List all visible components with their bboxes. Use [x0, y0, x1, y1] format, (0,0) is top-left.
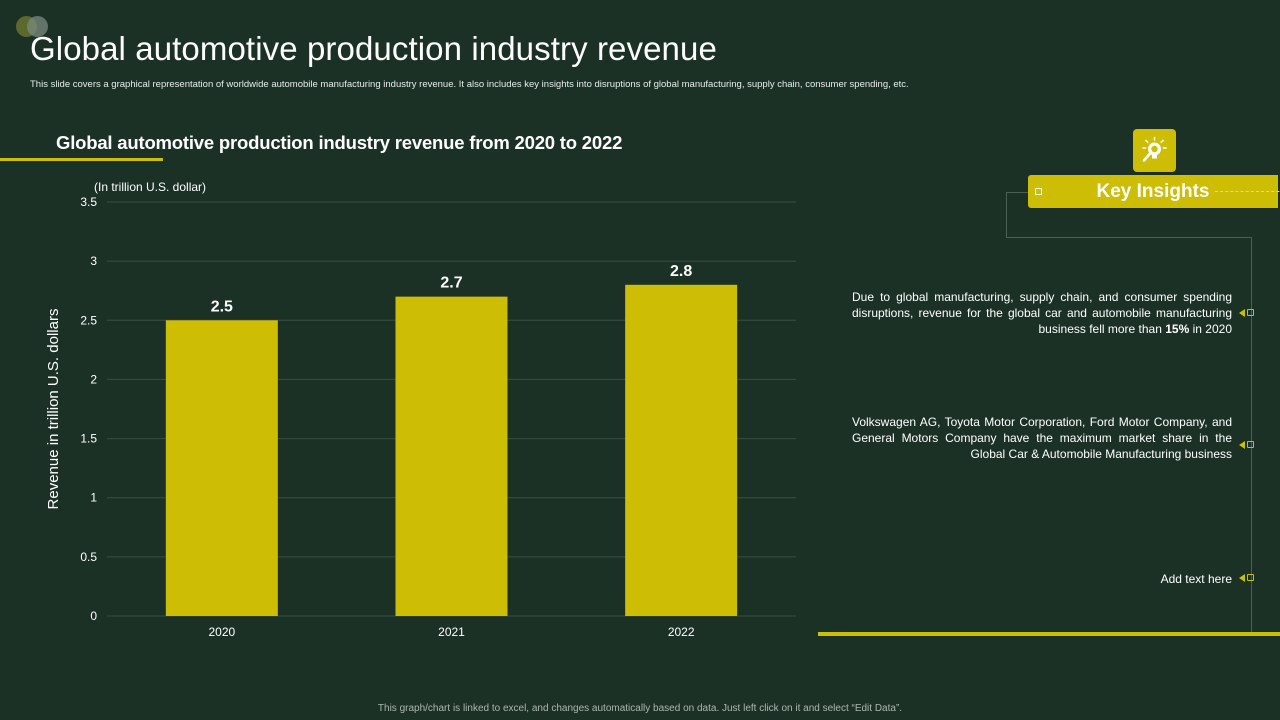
accent-bottom-bar — [818, 632, 1280, 636]
insight-1-highlight: 15% — [1165, 322, 1190, 336]
logo-circle-right — [27, 16, 48, 37]
data-label-2021: 2.7 — [440, 275, 462, 292]
insight-item-3[interactable]: Add text here — [852, 571, 1232, 587]
insight-icon-box — [1133, 129, 1176, 172]
footer-note: This graph/chart is linked to excel, and… — [377, 703, 903, 714]
insight-1-text-end: in 2020 — [1192, 322, 1232, 336]
y-axis-title: Revenue in trillion U.S. dollars — [45, 309, 62, 510]
marker-arrow-icon — [1239, 441, 1245, 449]
y-tick-label: 2.5 — [80, 313, 97, 327]
bar-2020[interactable] — [165, 320, 278, 616]
insight-2-text: Volkswagen AG, Toyota Motor Corporation,… — [852, 415, 1232, 461]
y-tick-label: 1.5 — [80, 432, 97, 446]
page-subtitle: This slide covers a graphical representa… — [30, 79, 909, 90]
x-tick-label-2021: 2021 — [438, 625, 465, 639]
data-label-2020: 2.5 — [211, 298, 233, 315]
insights-connector-horizontal — [1006, 237, 1252, 238]
y-tick-label: 3 — [90, 254, 97, 268]
x-axis-ticks: 2020 2021 2022 — [208, 625, 694, 639]
insight-3-text[interactable]: Add text here — [1160, 572, 1232, 586]
y-tick-label: 0 — [90, 609, 97, 623]
lightbulb-magnifier-icon — [1142, 136, 1167, 162]
y-tick-label: 2 — [90, 372, 97, 386]
page-title: Global automotive production industry re… — [30, 30, 717, 67]
x-tick-label-2020: 2020 — [208, 625, 235, 639]
insight-item-1: Due to global manufacturing, supply chai… — [852, 289, 1232, 337]
chart-bars[interactable] — [165, 284, 738, 616]
insights-connector-top — [1006, 192, 1028, 193]
header-dashed-line — [1215, 191, 1280, 192]
y-axis-ticks: 0 0.5 1 1.5 2 2.5 3 3.5 — [80, 195, 97, 623]
insights-rail — [1251, 237, 1252, 632]
marker-arrow-icon — [1239, 574, 1245, 582]
chart-title: Global automotive production industry re… — [56, 132, 623, 153]
y-tick-label: 3.5 — [80, 195, 97, 209]
key-insights-header: Key Insights — [1028, 175, 1280, 208]
marker-arrow-icon — [1239, 309, 1245, 317]
insights-connector-vertical — [1006, 192, 1007, 237]
insight-marker-2 — [1239, 440, 1257, 450]
marker-square-icon — [1247, 309, 1254, 316]
insight-marker-3 — [1239, 573, 1257, 583]
insight-1-text: Due to global manufacturing, supply chai… — [852, 290, 1232, 336]
data-label-2022: 2.8 — [670, 263, 692, 280]
y-tick-label: 0.5 — [80, 550, 97, 564]
y-tick-label: 1 — [90, 491, 97, 505]
marker-square-icon — [1247, 574, 1254, 581]
bar-2022[interactable] — [625, 284, 738, 616]
marker-square-icon — [1247, 441, 1254, 448]
bar-2021[interactable] — [395, 296, 508, 616]
x-tick-label-2022: 2022 — [668, 625, 695, 639]
logo-circles — [16, 16, 56, 38]
key-insights-label: Key Insights — [1096, 181, 1210, 202]
header-bullet-square — [1035, 188, 1042, 195]
chart-unit-note: (In trillion U.S. dollar) — [94, 180, 206, 194]
chart-title-underline — [0, 158, 163, 161]
chart-data-labels: 2.5 2.7 2.8 — [211, 263, 693, 315]
insight-marker-1 — [1239, 308, 1257, 318]
insight-item-2: Volkswagen AG, Toyota Motor Corporation,… — [852, 414, 1232, 462]
bar-chart[interactable]: 00.511.522.533.5 2.52.72.8 2020 2021 2022 … — [0, 170, 810, 650]
